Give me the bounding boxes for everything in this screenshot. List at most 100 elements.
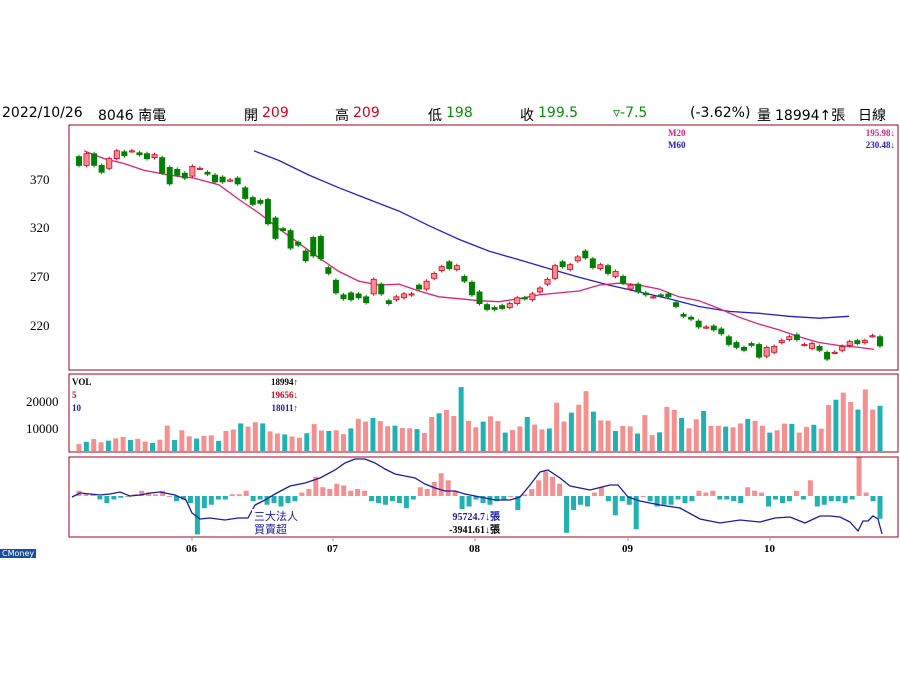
candle [718, 328, 725, 335]
candle [740, 347, 747, 351]
v10-legend-label: 10 [72, 403, 82, 413]
volume-bar [568, 412, 574, 451]
institutional-bar [278, 496, 284, 507]
volume-bar [789, 423, 795, 451]
volume-bar [730, 427, 736, 451]
candle [400, 293, 407, 299]
institutional-bar [550, 476, 556, 496]
institutional-bar [571, 496, 577, 510]
candle [672, 302, 679, 307]
price-tick-370: 370 [30, 172, 50, 187]
volume-bar [804, 426, 810, 451]
volume-bar [855, 409, 861, 451]
candle [559, 261, 566, 268]
volume-bar [612, 430, 618, 451]
candle [204, 171, 211, 175]
volume-bar [385, 426, 391, 451]
institutional-bar [849, 496, 855, 500]
volume-bar [252, 422, 258, 451]
period-label: 日線 [858, 108, 886, 124]
quote-date: 2022/10/26 [2, 105, 83, 121]
quote-header: 2022/10/26 8046 南電 開 209 高 209 低 198 收 1… [0, 103, 900, 125]
volume-bar [649, 435, 655, 451]
institutional-bar [759, 492, 765, 496]
m60-legend-label: M60 [668, 140, 686, 150]
institutional-bar [376, 496, 382, 503]
candle [476, 291, 483, 305]
volume-bar [745, 419, 751, 451]
institutional-bar [194, 496, 200, 535]
volume-bar [135, 438, 141, 451]
volume-bar [679, 417, 685, 451]
institutional-bar [738, 496, 744, 503]
institutional-bar [668, 496, 674, 505]
candle [340, 294, 347, 300]
candle [733, 342, 740, 348]
volume-bar [532, 424, 538, 451]
candle [159, 157, 166, 174]
candle [710, 325, 717, 331]
candle [854, 340, 861, 344]
volume-bar [759, 425, 765, 451]
volume-bar [627, 426, 633, 451]
candle [514, 297, 521, 305]
brand-logo: CMoney [0, 549, 37, 558]
institutional-bar [299, 492, 305, 496]
candle [151, 154, 158, 159]
volume-bar [319, 430, 325, 451]
candle [166, 166, 173, 185]
high-label: 高 [335, 108, 349, 124]
volume-bar [693, 419, 699, 451]
institutional-bar [766, 496, 772, 507]
volume-label: 量 [757, 108, 771, 124]
volume-bar [282, 434, 288, 451]
institutional-bar [236, 494, 242, 496]
institutional-bar [675, 496, 681, 500]
candle [521, 297, 528, 300]
candle [355, 293, 362, 299]
institutional-bar [83, 494, 89, 496]
volume-bar [414, 429, 420, 451]
candle [808, 343, 815, 349]
volume-bars [76, 387, 883, 451]
volume-bar [399, 428, 405, 451]
candle [189, 165, 196, 177]
institutional-bar [215, 496, 221, 500]
candle [227, 179, 234, 182]
volume-panel-frame [68, 373, 899, 453]
volume-bar [260, 423, 266, 451]
volume-bar [311, 424, 317, 451]
volume-bar [502, 432, 508, 451]
volume-bar [436, 413, 442, 451]
volume-bar [796, 432, 802, 451]
institutional-bar [229, 494, 235, 496]
candle [98, 164, 105, 173]
institutional-bar [835, 496, 841, 502]
institutional-bar [828, 496, 834, 502]
candle [604, 265, 611, 274]
candle [627, 284, 634, 290]
volume-bar [686, 428, 692, 451]
volume-bar [179, 430, 185, 451]
institutional-bar [626, 496, 632, 505]
volume-bar [715, 425, 721, 451]
close-value: 199.5 [538, 105, 579, 121]
candle [529, 293, 536, 301]
institutional-bar [814, 496, 820, 507]
volume-bar [274, 433, 280, 451]
m60-line [253, 150, 850, 319]
volume-bar [877, 405, 883, 451]
volume-bar [127, 439, 133, 451]
institutional-bar [306, 489, 312, 496]
volume-bar [348, 428, 354, 451]
institutional-bar [654, 496, 660, 507]
candle [385, 300, 392, 305]
volume-bar [818, 428, 824, 451]
volume-bar [201, 435, 207, 451]
institutional-bar [174, 496, 180, 502]
volume-bar [657, 432, 663, 451]
volume-bar [238, 423, 244, 451]
volume-bar [473, 427, 479, 451]
candle [113, 150, 120, 159]
